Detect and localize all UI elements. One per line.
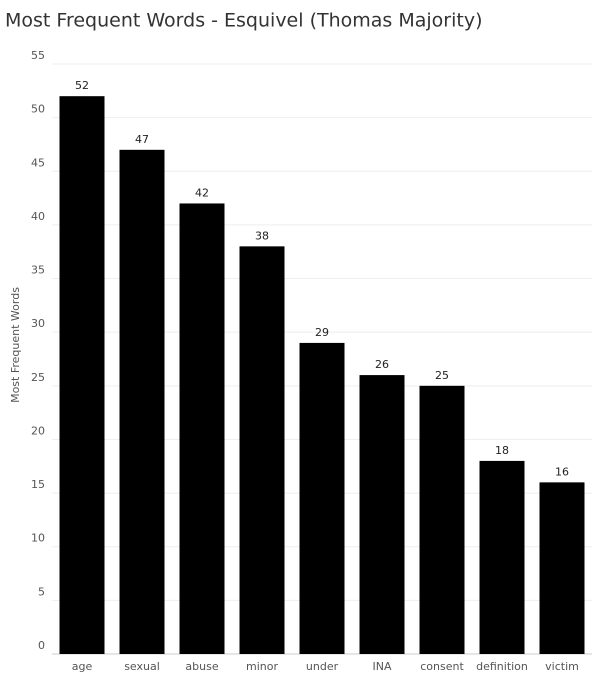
y-tick-label: 20 — [31, 424, 45, 437]
value-label: 38 — [255, 229, 269, 242]
y-tick-label: 15 — [31, 478, 45, 491]
bar — [119, 149, 165, 654]
y-axis-title: Most Frequent Words — [9, 287, 22, 403]
x-tick-label: INA — [373, 660, 392, 673]
y-tick-label: 30 — [31, 317, 45, 330]
bar — [239, 246, 285, 654]
value-label: 52 — [75, 79, 89, 92]
y-tick-label: 0 — [38, 639, 45, 652]
chart-title: Most Frequent Words - Esquivel (Thomas M… — [5, 10, 482, 32]
x-tick-label: sexual — [124, 660, 160, 673]
y-tick-label: 45 — [31, 156, 45, 169]
x-tick-label: consent — [420, 660, 464, 673]
bar — [539, 482, 585, 654]
value-label: 26 — [375, 358, 389, 371]
x-tick-label: definition — [476, 660, 528, 673]
x-tick-label: age — [72, 660, 93, 673]
value-label: 29 — [315, 326, 329, 339]
bar — [179, 203, 225, 655]
x-tick-label: minor — [246, 660, 278, 673]
x-tick-label: abuse — [185, 660, 218, 673]
value-label: 18 — [495, 444, 509, 457]
y-tick-label: 40 — [31, 210, 45, 223]
bar — [59, 96, 105, 654]
y-tick-label: 25 — [31, 371, 45, 384]
bar — [419, 385, 465, 654]
y-tick-label: 5 — [38, 585, 45, 598]
y-tick-label: 50 — [31, 103, 45, 116]
y-tick-label: 55 — [31, 49, 45, 62]
value-label: 47 — [135, 133, 149, 146]
bar — [479, 460, 525, 654]
y-tick-label: 10 — [31, 532, 45, 545]
bar — [299, 342, 345, 654]
value-label: 42 — [195, 186, 209, 199]
bar — [359, 375, 405, 654]
y-tick-label: 35 — [31, 264, 45, 277]
value-label: 25 — [435, 369, 449, 382]
x-tick-label: under — [306, 660, 339, 673]
value-label: 16 — [555, 465, 569, 478]
x-tick-label: victim — [545, 660, 579, 673]
